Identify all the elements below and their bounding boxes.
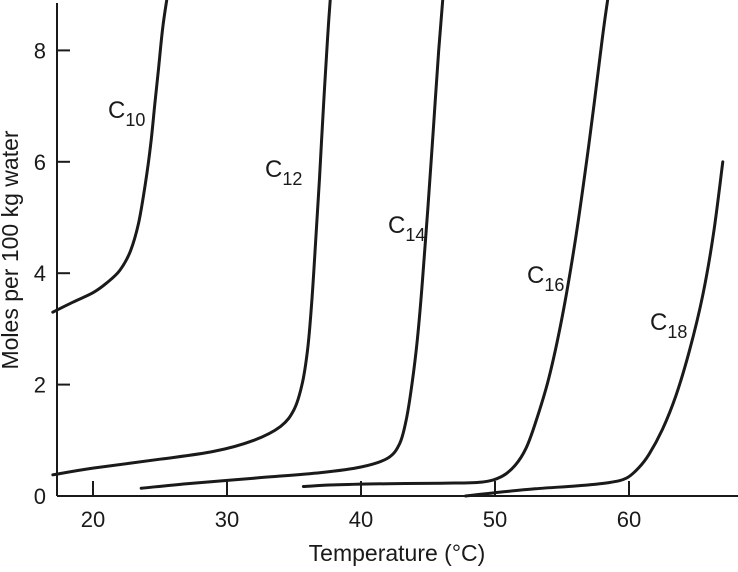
series-label-base: C xyxy=(265,156,282,183)
series-label-subscript: 14 xyxy=(405,225,425,245)
series-label-base: C xyxy=(650,309,667,336)
axes xyxy=(56,3,738,497)
x-tick-label: 20 xyxy=(81,507,105,532)
series-label-subscript: 16 xyxy=(544,275,564,295)
series-curve-c10 xyxy=(51,0,169,314)
x-tick-label: 60 xyxy=(617,507,641,532)
series-curve-c12 xyxy=(51,0,332,477)
series-label-c14: C14 xyxy=(388,212,425,245)
series-label-c10: C10 xyxy=(108,97,145,130)
series-curves xyxy=(51,0,725,498)
series-curve-c16 xyxy=(301,0,610,488)
series-curve-c14 xyxy=(139,0,445,490)
series-label-subscript: 18 xyxy=(667,322,687,342)
series-label-subscript: 12 xyxy=(282,169,302,189)
x-axis-title: Temperature (°C) xyxy=(309,540,486,566)
series-label-base: C xyxy=(388,212,405,239)
series-label-base: C xyxy=(527,262,544,289)
y-tick-label: 6 xyxy=(34,150,46,175)
series-label-c18: C18 xyxy=(650,309,687,342)
y-tick-label: 2 xyxy=(34,373,46,398)
series-curve-c18 xyxy=(464,160,725,498)
series-label-c12: C12 xyxy=(265,156,302,189)
series-label-subscript: 10 xyxy=(125,110,145,130)
x-tick-label: 30 xyxy=(215,507,239,532)
x-tick-label: 50 xyxy=(483,507,507,532)
series-label-base: C xyxy=(108,97,125,124)
x-tick-label: 40 xyxy=(349,507,373,532)
y-tick-label: 0 xyxy=(34,484,46,509)
y-axis-title: Moles per 100 kg water xyxy=(0,130,23,369)
series-label-c16: C16 xyxy=(527,262,564,295)
ticks: 20 30 40 50 60 0 2 4 6 8 xyxy=(34,38,641,532)
y-tick-label: 4 xyxy=(34,261,46,286)
y-tick-label: 8 xyxy=(34,38,46,63)
